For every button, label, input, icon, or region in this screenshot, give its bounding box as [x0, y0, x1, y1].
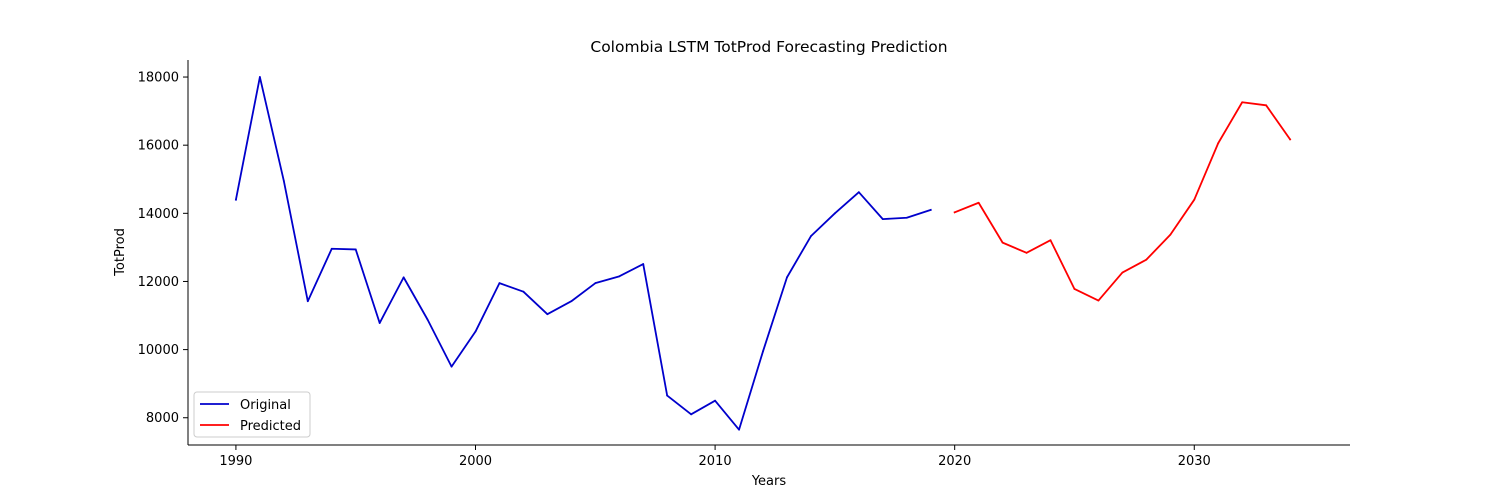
- data-point-original: [282, 180, 285, 182]
- data-point-original: [570, 300, 573, 303]
- y-tick-label: 10000: [138, 343, 179, 358]
- y-tick-label: 14000: [138, 207, 179, 222]
- data-point-original: [857, 191, 860, 194]
- data-point-original: [762, 350, 764, 353]
- data-point-original: [594, 282, 597, 285]
- data-point-original: [522, 290, 525, 293]
- data-point-predicted: [1001, 241, 1004, 244]
- data-point-original: [258, 76, 261, 78]
- x-ticks: 1990 2000 2010 2020 2030: [219, 445, 1211, 469]
- x-tick-label: 1990: [219, 454, 252, 469]
- data-point-original: [642, 263, 645, 265]
- x-tick-label: 2000: [459, 454, 492, 469]
- chart-title: Colombia LSTM TotProd Forecasting Predic…: [590, 38, 947, 56]
- y-axis-title: TotProd: [113, 228, 128, 277]
- data-point-original: [306, 300, 309, 303]
- data-point-predicted: [953, 211, 956, 214]
- data-point-original: [618, 275, 621, 278]
- data-point-predicted: [1265, 104, 1268, 107]
- data-point-original: [881, 218, 884, 221]
- data-point-predicted: [1289, 138, 1292, 141]
- data-point-original: [833, 212, 836, 215]
- data-point-predicted: [1169, 233, 1172, 236]
- data-point-predicted: [1217, 142, 1220, 145]
- data-point-original: [929, 209, 932, 211]
- y-tick-label: 16000: [138, 139, 179, 154]
- data-point-predicted: [1097, 299, 1100, 302]
- data-point-original: [498, 282, 501, 285]
- data-point-original: [666, 394, 669, 397]
- series-line-original: [234, 76, 932, 431]
- y-tick-label: 12000: [138, 275, 179, 290]
- y-ticks: 8000 10000 12000 14000 16000 18000: [138, 71, 188, 426]
- data-point-predicted: [977, 201, 980, 204]
- data-point-original: [330, 247, 333, 250]
- y-tick-label: 18000: [138, 71, 179, 86]
- data-point-original: [235, 198, 237, 201]
- x-tick-label: 2010: [699, 454, 732, 469]
- series-layer: [234, 76, 1292, 431]
- data-point-predicted: [1145, 258, 1148, 261]
- data-point-predicted: [1073, 288, 1076, 290]
- data-point-original: [402, 276, 405, 279]
- data-point-predicted: [1241, 101, 1244, 104]
- data-point-original: [786, 276, 788, 279]
- legend-label-original: Original: [240, 398, 291, 413]
- data-point-original: [810, 235, 812, 238]
- data-point-original: [738, 428, 740, 431]
- data-point-predicted: [1193, 198, 1196, 201]
- data-point-original: [354, 248, 357, 251]
- data-point-original: [450, 365, 453, 368]
- data-point-original: [714, 399, 716, 402]
- data-point-original: [378, 322, 381, 324]
- data-point-original: [905, 216, 908, 219]
- x-tick-label: 2030: [1178, 454, 1211, 469]
- data-point-original: [690, 413, 693, 416]
- legend-label-predicted: Predicted: [240, 419, 301, 434]
- data-point-predicted: [1049, 239, 1052, 242]
- data-point-original: [474, 330, 477, 333]
- data-point-original: [546, 313, 549, 316]
- y-tick-label: 8000: [146, 411, 179, 426]
- data-point-predicted: [1121, 271, 1124, 274]
- x-axis-title: Years: [751, 474, 787, 489]
- data-point-predicted: [1025, 251, 1028, 254]
- x-tick-label: 2020: [938, 454, 971, 469]
- legend: Original Predicted: [193, 391, 311, 438]
- data-point-original: [426, 318, 429, 321]
